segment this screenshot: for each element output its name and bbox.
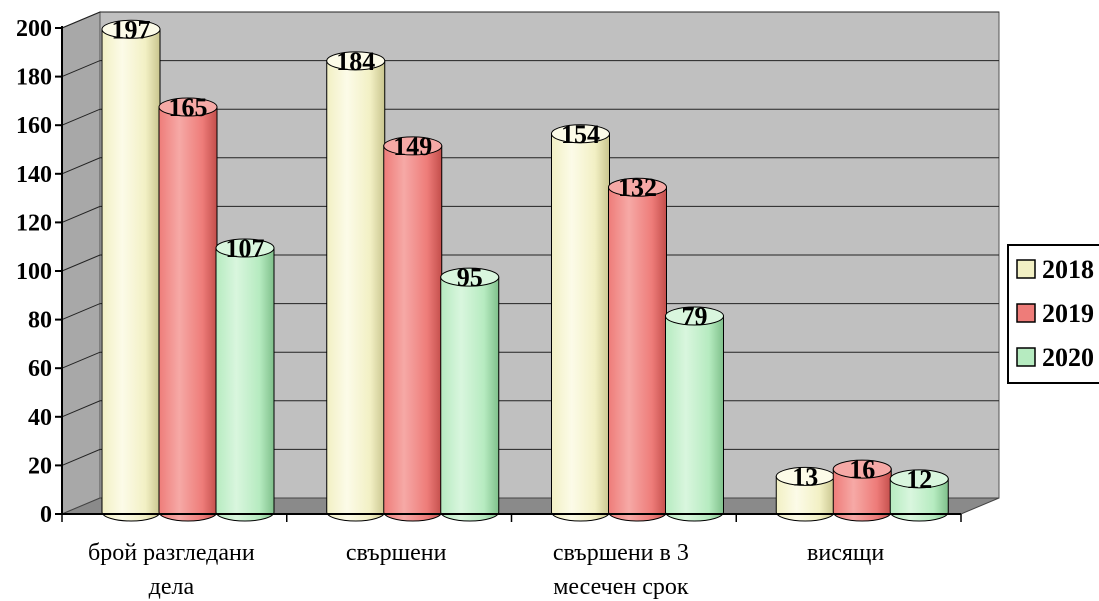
data-label-2020-0: 107 (226, 234, 265, 263)
legend-label-2020: 2020 (1042, 343, 1094, 372)
bar-2020-1 (440, 276, 500, 522)
bar-top-2018-0 (101, 19, 161, 39)
legend-swatch-2018 (1016, 259, 1036, 279)
bar-top-2018-2 (551, 124, 610, 144)
y-tick-label: 180 (16, 65, 52, 91)
gridline (61, 11, 999, 29)
y-tick-label: 60 (28, 356, 52, 382)
bar-series-group (101, 19, 949, 522)
gridline (61, 60, 999, 78)
x-category-label: свършени (346, 540, 447, 566)
gridline (61, 254, 999, 272)
bar-top-2020-2 (665, 306, 724, 326)
x-category-label: месечен срок (553, 574, 689, 600)
gridline (61, 108, 999, 126)
data-label-2019-0: 165 (169, 93, 208, 122)
legend-swatch-2019 (1016, 303, 1036, 323)
bar-2019-0 (158, 106, 218, 522)
bar-2019-2 (608, 186, 667, 522)
data-label-2018-1: 184 (336, 47, 375, 76)
bar-top-2019-2 (608, 177, 667, 197)
x-category-label: дела (149, 574, 195, 600)
data-label-2018-3: 13 (792, 462, 818, 491)
data-label-2020-3: 12 (906, 465, 932, 494)
bar-2018-0 (101, 28, 161, 522)
data-labels: 197 165 107 184 149 95 154 132 79 13 16 12 (112, 15, 933, 494)
bar-top-2019-3 (832, 459, 892, 479)
y-tick-label: 0 (40, 502, 52, 528)
legend: 2018 2019 2020 (1007, 244, 1099, 384)
y-tick-label: 120 (16, 210, 52, 236)
x-category-label: брой разгледани (88, 540, 255, 566)
legend-label-2019: 2019 (1042, 299, 1094, 328)
data-label-2020-1: 95 (457, 263, 483, 292)
y-tick-label: 100 (16, 259, 52, 285)
bar-top-2020-1 (440, 267, 500, 287)
legend-swatch-2020 (1016, 347, 1036, 367)
y-tick-label: 140 (16, 162, 52, 188)
data-label-2019-2: 132 (618, 173, 657, 202)
y-tick-label: 40 (28, 405, 52, 431)
y-tick-label: 160 (16, 113, 52, 139)
legend-label-2018: 2018 (1042, 255, 1094, 284)
data-label-2020-2: 79 (682, 302, 708, 331)
data-label-2019-3: 16 (849, 455, 875, 484)
gridline (61, 157, 999, 175)
x-category-label: свършени в 3 (553, 540, 689, 566)
x-category-label: висящи (807, 540, 884, 566)
bar-2018-2 (551, 133, 610, 522)
bar-top-2020-0 (215, 238, 275, 258)
y-tick-label: 20 (28, 453, 52, 479)
data-label-2019-1: 149 (393, 132, 432, 161)
bar-2020-2 (665, 315, 724, 522)
data-label-2018-2: 154 (561, 120, 600, 149)
gridline (61, 205, 999, 223)
bar-2020-0 (215, 247, 275, 522)
gridline (61, 303, 999, 321)
data-label-2018-0: 197 (112, 15, 151, 44)
y-tick-label: 200 (16, 16, 52, 42)
bar-top-2020-3 (889, 469, 949, 489)
bar-2019-1 (383, 145, 443, 522)
bar-top-2019-1 (383, 136, 443, 156)
bar-top-2018-1 (326, 51, 386, 71)
y-tick-label: 80 (28, 308, 52, 334)
bar-2018-1 (326, 60, 386, 522)
bar-top-2019-0 (158, 97, 218, 117)
axes: 0 20 40 60 80 100 120 140 160 180 200 брой разгледа… (16, 16, 962, 600)
